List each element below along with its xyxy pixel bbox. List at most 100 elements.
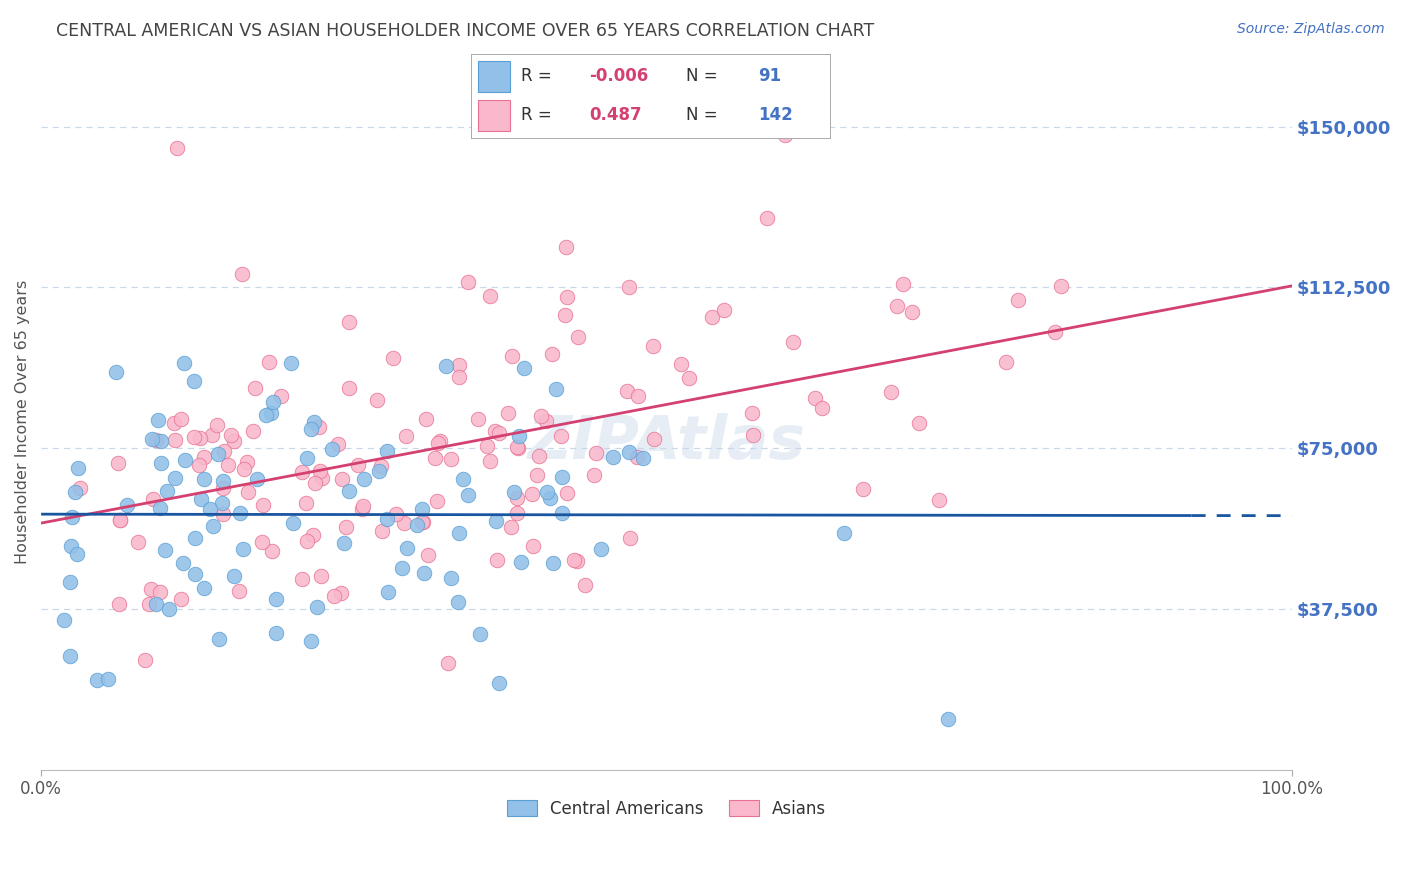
Point	[236, 455, 259, 469]
Point	[183, 430, 205, 444]
Point	[232, 541, 254, 556]
Point	[337, 483, 360, 498]
Point	[115, 498, 138, 512]
Point	[485, 553, 508, 567]
Point	[108, 512, 131, 526]
Point	[205, 417, 228, 432]
Point	[368, 464, 391, 478]
Point	[583, 468, 606, 483]
Point	[254, 409, 277, 423]
Point	[567, 330, 589, 344]
Point	[891, 277, 914, 292]
Text: 91: 91	[758, 68, 780, 86]
Point	[440, 571, 463, 585]
Point	[449, 358, 471, 372]
Point	[413, 566, 436, 580]
Point	[67, 461, 90, 475]
Point	[59, 539, 82, 553]
Point	[852, 483, 875, 497]
Point	[411, 515, 433, 529]
Point	[425, 451, 447, 466]
Point	[541, 346, 564, 360]
Point	[173, 453, 195, 467]
Point	[217, 458, 239, 472]
Point	[142, 492, 165, 507]
Point	[141, 432, 163, 446]
Point	[505, 506, 527, 520]
Point	[295, 450, 318, 465]
Point	[193, 472, 215, 486]
Point	[291, 572, 314, 586]
Point	[411, 501, 433, 516]
Point	[252, 499, 274, 513]
Point	[551, 470, 574, 484]
Point	[107, 456, 129, 470]
Y-axis label: Householder Income Over 65 years: Householder Income Over 65 years	[15, 279, 30, 564]
Point	[280, 355, 302, 369]
Point	[436, 656, 458, 670]
Point	[447, 525, 470, 540]
Point	[589, 542, 612, 557]
Point	[97, 672, 120, 686]
Point	[246, 472, 269, 486]
Point	[170, 412, 193, 426]
Point	[544, 382, 567, 396]
Bar	[478, 100, 510, 130]
Point	[755, 211, 778, 225]
Point	[457, 488, 479, 502]
Point	[305, 599, 328, 614]
Point	[66, 548, 89, 562]
Point	[335, 519, 357, 533]
Point	[370, 459, 392, 474]
Point	[415, 411, 437, 425]
Point	[149, 585, 172, 599]
Point	[908, 416, 931, 430]
Point	[643, 339, 665, 353]
Text: R =: R =	[522, 68, 553, 86]
Point	[429, 434, 451, 449]
Point	[264, 625, 287, 640]
Text: CENTRAL AMERICAN VS ASIAN HOUSEHOLDER INCOME OVER 65 YEARS CORRELATION CHART: CENTRAL AMERICAN VS ASIAN HOUSEHOLDER IN…	[56, 22, 875, 40]
Text: R =: R =	[522, 105, 553, 123]
Point	[538, 491, 561, 505]
Point	[231, 267, 253, 281]
Point	[479, 289, 502, 303]
Point	[449, 370, 471, 384]
Point	[326, 437, 349, 451]
Point	[522, 539, 544, 553]
Point	[554, 308, 576, 322]
Point	[366, 392, 388, 407]
Point	[619, 531, 641, 545]
Point	[880, 385, 903, 400]
Point	[775, 128, 797, 143]
Point	[302, 527, 325, 541]
Point	[59, 649, 82, 664]
Point	[321, 442, 343, 456]
Point	[153, 543, 176, 558]
Point	[534, 414, 557, 428]
Point	[633, 451, 655, 466]
Point	[330, 472, 353, 486]
Point	[283, 516, 305, 531]
Point	[228, 584, 250, 599]
Point	[201, 519, 224, 533]
Point	[242, 424, 264, 438]
Point	[394, 516, 416, 531]
Point	[488, 676, 510, 690]
Point	[156, 483, 179, 498]
Point	[262, 394, 284, 409]
Point	[104, 365, 127, 379]
Point	[467, 411, 489, 425]
Point	[377, 512, 399, 526]
Point	[270, 389, 292, 403]
Point	[183, 375, 205, 389]
Point	[222, 569, 245, 583]
Point	[643, 432, 665, 446]
Point	[347, 458, 370, 472]
Point	[901, 305, 924, 319]
Point	[1007, 293, 1029, 307]
Point	[804, 391, 827, 405]
Point	[139, 582, 162, 596]
Point	[332, 536, 354, 550]
Point	[212, 481, 235, 495]
